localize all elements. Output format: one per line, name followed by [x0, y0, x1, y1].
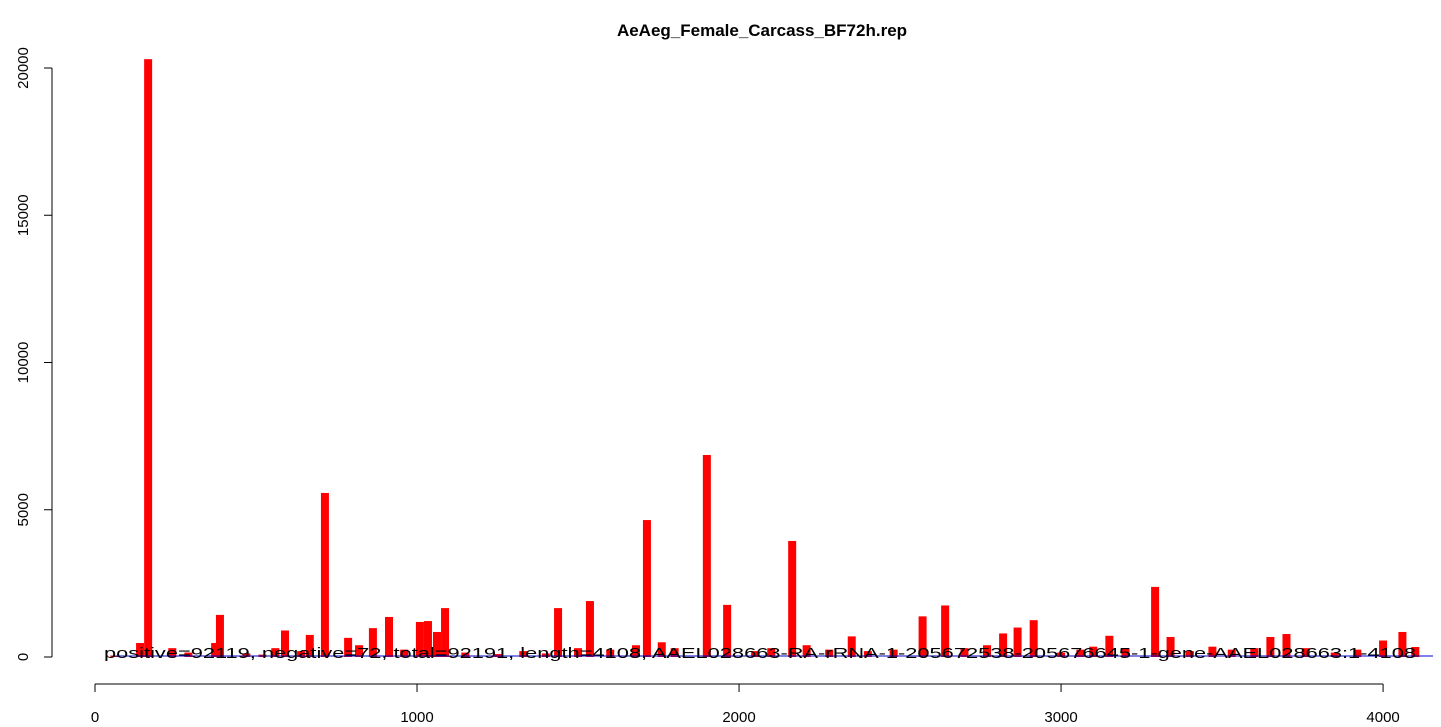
bar	[574, 648, 583, 657]
bar	[554, 608, 563, 657]
x-tick-label: 3000	[1044, 709, 1077, 726]
bar	[1398, 631, 1407, 657]
x-tick-label: 2000	[722, 709, 755, 726]
bar	[1151, 586, 1160, 657]
bar	[863, 651, 872, 657]
bar	[242, 653, 251, 657]
bar	[1266, 636, 1275, 657]
bar	[1227, 649, 1236, 657]
bar	[847, 636, 856, 657]
chart-title: AeAeg_Female_Carcass_BF72h.rep	[617, 21, 907, 40]
x-tick-label: 4000	[1366, 709, 1399, 726]
y-tick-label: 10000	[15, 342, 32, 384]
bar	[280, 630, 289, 657]
bar	[889, 649, 898, 657]
annotation: positive=92119, negative=72, total=92191…	[104, 645, 1416, 662]
y-tick-label: 15000	[15, 194, 32, 236]
bar	[585, 601, 594, 657]
bar	[1166, 636, 1175, 657]
bar	[767, 648, 776, 657]
bar	[941, 605, 950, 657]
bar	[1076, 649, 1085, 657]
bar	[136, 643, 145, 657]
bar	[432, 631, 441, 657]
bar	[1250, 648, 1259, 657]
bar	[1379, 640, 1388, 657]
bar	[368, 628, 377, 657]
bar	[1282, 634, 1291, 657]
bar	[1330, 652, 1339, 657]
bar	[918, 616, 927, 657]
bar	[1353, 649, 1362, 657]
bar	[305, 634, 314, 657]
bar	[297, 651, 306, 657]
bar	[802, 645, 811, 657]
bar	[541, 653, 550, 657]
bar	[400, 649, 409, 657]
bar	[983, 645, 991, 657]
bar	[657, 642, 666, 657]
bar	[1121, 648, 1130, 657]
bar	[999, 633, 1008, 657]
y-tick-label: 0	[15, 653, 32, 661]
bar	[344, 637, 353, 657]
y-tick-label: 20000	[15, 47, 32, 89]
bar	[670, 648, 679, 657]
bar	[642, 520, 651, 657]
bar	[702, 454, 711, 657]
bar	[144, 59, 153, 658]
x-tick-label: 0	[91, 709, 99, 726]
bar	[385, 616, 394, 657]
bar	[423, 621, 432, 657]
bar	[1029, 620, 1038, 657]
bar	[168, 648, 177, 657]
bar	[1105, 635, 1114, 657]
bar	[215, 614, 224, 657]
bar	[1208, 646, 1217, 657]
bar	[441, 608, 450, 657]
bar	[211, 643, 220, 657]
bar	[1089, 646, 1098, 657]
bar	[1411, 646, 1420, 657]
bar	[415, 621, 424, 657]
bar	[320, 492, 329, 657]
bar	[723, 604, 732, 657]
bar	[461, 652, 470, 657]
bar	[606, 649, 615, 657]
bar	[1301, 648, 1310, 657]
y-tick-label: 5000	[15, 493, 32, 526]
bar	[788, 540, 797, 657]
x-tick-label: 1000	[400, 709, 433, 726]
bar	[751, 651, 760, 657]
bar	[960, 648, 969, 657]
bar	[825, 649, 834, 657]
bar	[271, 648, 280, 657]
bar	[519, 651, 528, 657]
bar	[1057, 652, 1066, 657]
bar	[184, 652, 193, 657]
bar	[1185, 651, 1194, 657]
bar	[631, 645, 640, 657]
bar	[355, 645, 364, 657]
bar	[1013, 627, 1022, 657]
